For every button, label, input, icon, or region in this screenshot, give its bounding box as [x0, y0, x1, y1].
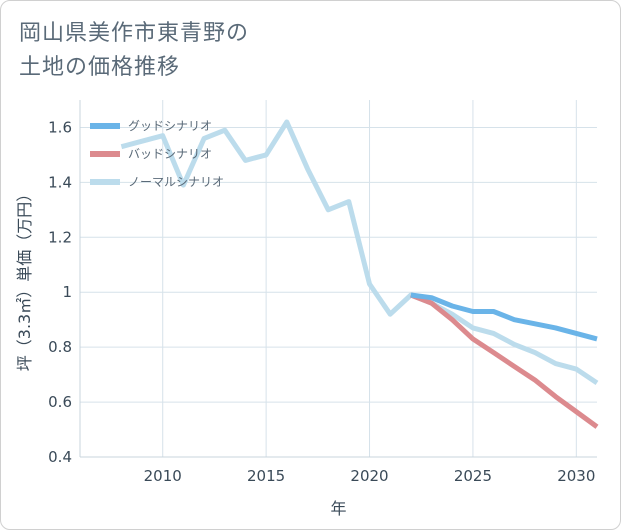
series-line-2	[120, 119, 599, 385]
y-tick-label: 1.2	[48, 228, 72, 246]
x-tick-label: 2015	[247, 467, 285, 485]
y-tick-label: 1	[62, 283, 72, 301]
title-line-1: 岡山県美作市東青野の	[19, 21, 250, 46]
legend-label: グッドシナリオ	[128, 119, 212, 133]
y-tick-label: 1.4	[48, 173, 72, 191]
legend-label: ノーマルシナリオ	[128, 175, 224, 189]
series-lines	[120, 119, 599, 429]
axes: 2010 2015 2020 2025 2030 0.4 0.6 0.8 1 1.2 1.4 1.6	[48, 100, 597, 485]
x-tick-label: 2030	[557, 467, 595, 485]
y-axis-title: 坪（3.3㎡）単価（万円）	[15, 186, 34, 371]
series-line-0	[410, 292, 598, 342]
y-tick-label: 0.4	[48, 448, 72, 466]
legend-label: バッドシナリオ	[128, 147, 212, 161]
y-tick-label: 1.6	[48, 118, 72, 136]
series-line-1	[409, 292, 599, 429]
chart-title: 岡山県美作市東青野の 土地の価格推移	[19, 17, 249, 85]
x-tick-label: 2020	[350, 467, 388, 485]
y-tick-label: 0.8	[48, 338, 72, 356]
x-tick-label: 2010	[144, 467, 182, 485]
x-tick-label: 2025	[454, 467, 492, 485]
y-tick-label: 0.6	[48, 393, 72, 411]
title-line-2: 土地の価格推移	[19, 55, 181, 80]
x-axis-title: 年	[330, 499, 346, 518]
